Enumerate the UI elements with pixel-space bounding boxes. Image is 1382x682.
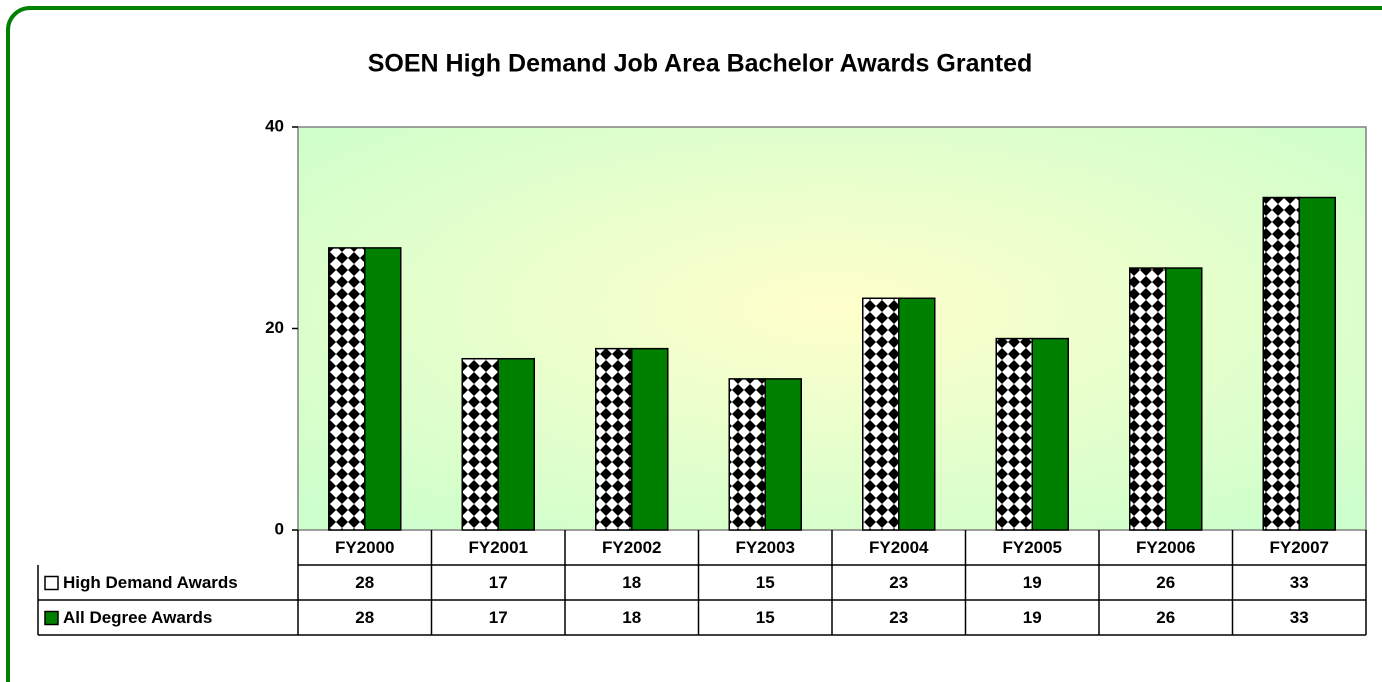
bar [1262, 196, 1300, 531]
x-tick-label: FY2001 [468, 538, 528, 557]
plot-area [297, 126, 1367, 531]
bar [1165, 267, 1203, 531]
x-tick-label: FY2000 [335, 538, 395, 557]
bar [595, 347, 633, 531]
legend-label: High Demand Awards [63, 573, 238, 592]
table-value: 28 [355, 608, 374, 627]
x-tick-label: FY2004 [869, 538, 929, 557]
bar [364, 247, 402, 531]
table-value: 18 [622, 608, 641, 627]
table-value: 23 [889, 573, 908, 592]
legend-label: All Degree Awards [63, 608, 212, 627]
table-value: 15 [756, 608, 775, 627]
bar [728, 378, 766, 531]
bar [328, 247, 366, 531]
table-value: 23 [889, 608, 908, 627]
bar [1031, 337, 1069, 531]
table-value: 15 [756, 573, 775, 592]
table-value: 33 [1290, 608, 1309, 627]
bar [1298, 196, 1336, 531]
bar [1129, 267, 1167, 531]
y-tick-label: 0 [275, 519, 284, 538]
table-value: 18 [622, 573, 641, 592]
bar [461, 357, 499, 531]
table-value: 33 [1290, 573, 1309, 592]
table-value: 28 [355, 573, 374, 592]
table-value: 26 [1156, 608, 1175, 627]
legend-swatch [44, 575, 59, 591]
table-value: 17 [489, 608, 508, 627]
bar [898, 297, 936, 531]
bar [497, 357, 535, 531]
table-value: 19 [1023, 608, 1042, 627]
table-value: 19 [1023, 573, 1042, 592]
bar [995, 337, 1033, 531]
table-value: 26 [1156, 573, 1175, 592]
x-tick-label: FY2003 [735, 538, 795, 557]
x-tick-label: FY2002 [602, 538, 662, 557]
bar [764, 378, 802, 531]
bar [631, 347, 669, 531]
x-tick-label: FY2007 [1269, 538, 1329, 557]
chart-title: SOEN High Demand Job Area Bachelor Award… [368, 50, 1033, 78]
legend-swatch [44, 610, 59, 626]
y-tick-label: 40 [265, 116, 284, 135]
bar [862, 297, 900, 531]
x-tick-label: FY2006 [1136, 538, 1196, 557]
table-value: 17 [489, 573, 508, 592]
y-tick-label: 20 [265, 318, 284, 337]
x-tick-label: FY2005 [1002, 538, 1062, 557]
